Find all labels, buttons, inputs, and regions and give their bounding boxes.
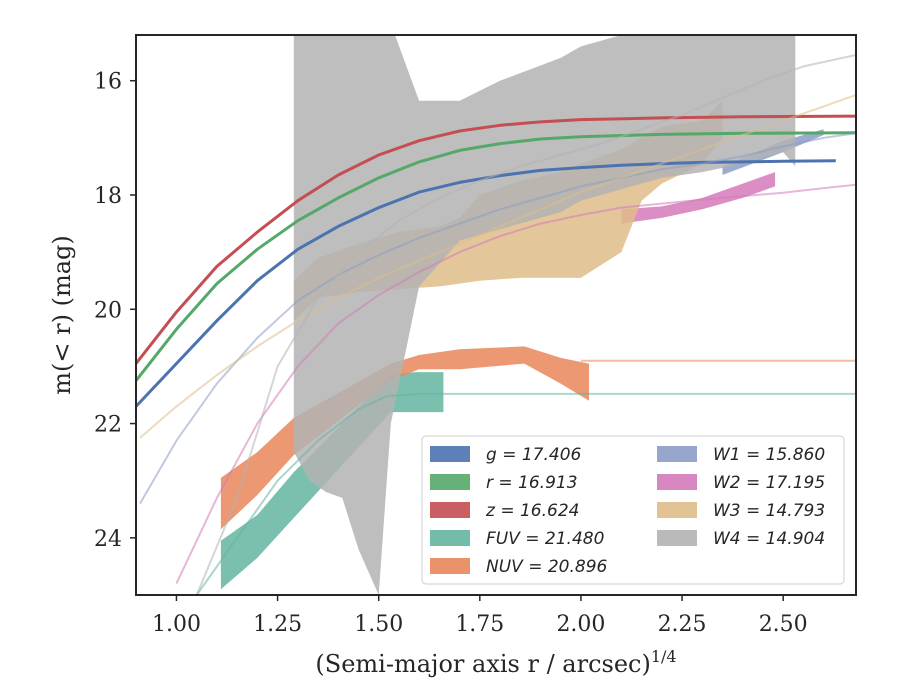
series-bands (220, 35, 824, 595)
legend-label-w1: W1 = 15.860 (713, 445, 825, 465)
x-axis-ticks: 1.00 1.25 1.50 1.75 2.00 2.25 2.50 (152, 595, 808, 637)
x-axis-label-exponent: 1/4 (651, 647, 677, 666)
legend-label-nuv: NUV = 20.896 (486, 557, 608, 577)
line-w1 (139, 132, 856, 505)
x-tick-label: 2.25 (658, 612, 707, 637)
line-w3 (139, 94, 856, 439)
line-w4 (195, 54, 856, 595)
x-tick-label: 1.00 (152, 612, 201, 637)
legend-label-z: z = 16.624 (485, 501, 579, 521)
y-tick-label: 22 (94, 413, 122, 438)
x-tick-label: 1.50 (354, 612, 403, 637)
legend-swatch-w4 (657, 530, 697, 546)
x-axis-label-text: (Semi-major axis r / arcsec) (315, 650, 650, 678)
legend-swatch-r (430, 474, 470, 490)
line-fuv (195, 392, 856, 595)
y-tick-label: 24 (94, 527, 122, 552)
band-w4 (293, 35, 796, 595)
legend-label-w4: W4 = 14.904 (713, 529, 825, 549)
legend-swatch-g (430, 446, 470, 462)
x-tick-label: 2.00 (556, 612, 605, 637)
line-r (136, 131, 856, 382)
legend-label-w3: W3 = 14.793 (713, 501, 825, 521)
legend-swatch-w2 (657, 474, 697, 490)
line-z (136, 114, 856, 365)
x-tick-label: 1.75 (455, 612, 504, 637)
line-w2 (175, 183, 856, 585)
legend-swatch-w1 (657, 446, 697, 462)
legend-swatch-w3 (657, 502, 697, 518)
legend-label-w2: W2 = 17.195 (713, 473, 825, 493)
y-axis-label: m(< r) (mag) (48, 235, 76, 394)
band-fuv (220, 372, 444, 590)
y-tick-label: 20 (94, 298, 122, 323)
band-w2 (621, 172, 776, 224)
legend: g = 17.406 r = 16.913 z = 16.624 FUV = 21.4… (421, 435, 845, 585)
legend-label-g: g = 17.406 (486, 445, 582, 465)
legend-swatch-fuv (430, 530, 470, 546)
legend-label-fuv: FUV = 21.480 (486, 529, 604, 549)
y-axis-ticks: 16 18 20 22 24 (94, 70, 136, 552)
series-lines (136, 54, 856, 595)
x-axis-label: (Semi-major axis r / arcsec)1/4 (315, 647, 676, 678)
legend-swatch-z (430, 502, 470, 518)
y-tick-label: 18 (94, 184, 122, 209)
x-tick-label: 1.25 (253, 612, 302, 637)
legend-swatch-nuv (430, 558, 470, 574)
legend-label-r: r = 16.913 (486, 473, 578, 493)
x-tick-label: 2.50 (759, 612, 808, 637)
y-tick-label: 16 (94, 70, 122, 95)
legend-frame (421, 435, 845, 585)
plot-frame (135, 34, 857, 596)
